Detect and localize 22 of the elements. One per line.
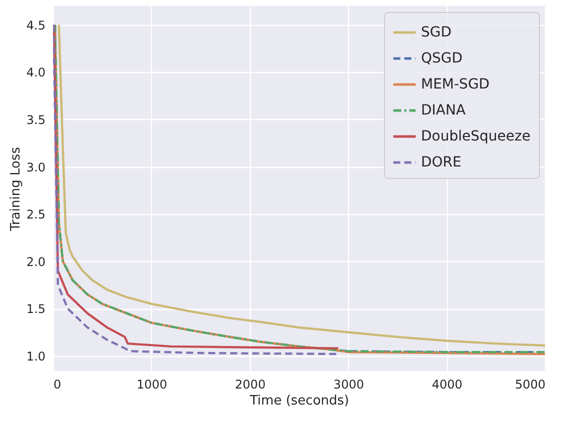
y-tick-label: 1.0 xyxy=(26,349,46,364)
y-tick-label: 4.0 xyxy=(26,66,46,80)
x-tick-label: 4000 xyxy=(432,378,462,392)
y-tick-label: 3.0 xyxy=(26,160,46,174)
x-tick-label: 2000 xyxy=(235,378,266,392)
legend-label: DIANA xyxy=(421,102,466,118)
x-tick-label: 0 xyxy=(54,378,62,392)
x-tick-label: 1000 xyxy=(136,378,168,392)
y-tick-label: 2.0 xyxy=(26,254,46,269)
y-tick-label: 1.5 xyxy=(26,302,46,316)
y-tick-label: 3.5 xyxy=(26,112,46,127)
legend-label: QSGD xyxy=(421,50,463,66)
legend-label: DORE xyxy=(421,154,462,170)
legend-label: DoubleSqueeze xyxy=(421,128,530,144)
y-axis-title: Training Loss xyxy=(8,146,24,232)
x-axis-title: Time (seconds) xyxy=(248,394,350,408)
y-tick-label: 4.5 xyxy=(26,18,46,32)
legend-label: MEM-SGD xyxy=(421,76,490,92)
x-tick-label: 3000 xyxy=(333,378,364,392)
x-tick-label: 5000 xyxy=(514,378,546,392)
y-tick-label: 2.5 xyxy=(26,208,46,222)
legend-label: SGD xyxy=(421,24,452,40)
